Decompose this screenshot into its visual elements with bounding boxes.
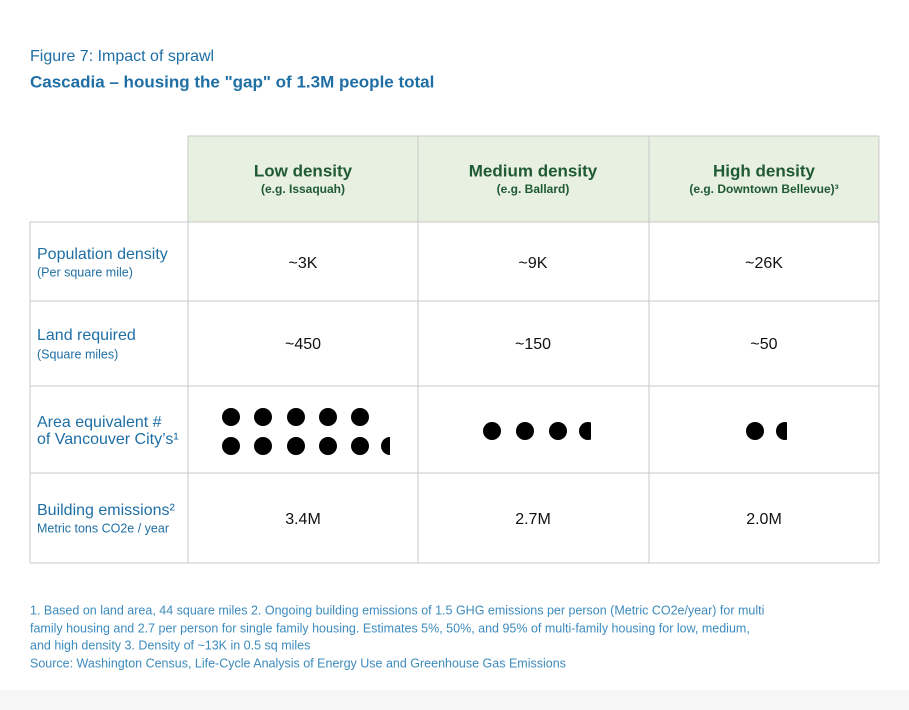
column-header: Low density [254, 161, 353, 180]
cell-value: ~50 [750, 336, 777, 353]
row-sublabel: Metric tons CO2e / year [37, 521, 169, 535]
cell-value: 2.0M [746, 511, 782, 528]
cell-value: ~26K [745, 255, 783, 272]
row-label: Land required [37, 327, 136, 344]
column-example: (e.g. Issaquah) [261, 182, 345, 196]
column-header: Medium density [469, 161, 598, 180]
row-label: Building emissions² [37, 502, 176, 519]
row-sublabel: (Per square mile) [37, 265, 133, 279]
row-sublabel: (Square miles) [37, 347, 118, 361]
column-example: (e.g. Downtown Bellevue)³ [689, 182, 838, 196]
table-grid [29, 135, 880, 564]
footnote: and high density 3. Density of ~13K in 0… [30, 638, 310, 652]
cell-value: ~9K [519, 255, 548, 272]
row-label: Population density [37, 246, 168, 263]
bottom-band [0, 690, 909, 710]
figure-label: Figure 7: Impact of sprawl [30, 48, 214, 65]
figure-title: Cascadia – housing the "gap" of 1.3M peo… [30, 72, 434, 91]
footnote: family housing and 2.7 per person for si… [30, 621, 750, 635]
cell-value: 2.7M [515, 511, 551, 528]
column-example: (e.g. Ballard) [497, 182, 570, 196]
cell-value: 3.4M [285, 511, 321, 528]
header-band [188, 136, 879, 222]
column-header: High density [713, 161, 816, 180]
cell-value: ~150 [515, 336, 551, 353]
cell-value: ~3K [289, 255, 318, 272]
cell-value: ~450 [285, 336, 321, 353]
footnote: 1. Based on land area, 44 square miles 2… [30, 603, 764, 617]
row-label: Area equivalent # [37, 414, 162, 431]
vancouver-icons [222, 408, 787, 455]
row-label: of Vancouver City’s¹ [37, 431, 179, 448]
footnote: Source: Washington Census, Life-Cycle An… [30, 656, 566, 670]
